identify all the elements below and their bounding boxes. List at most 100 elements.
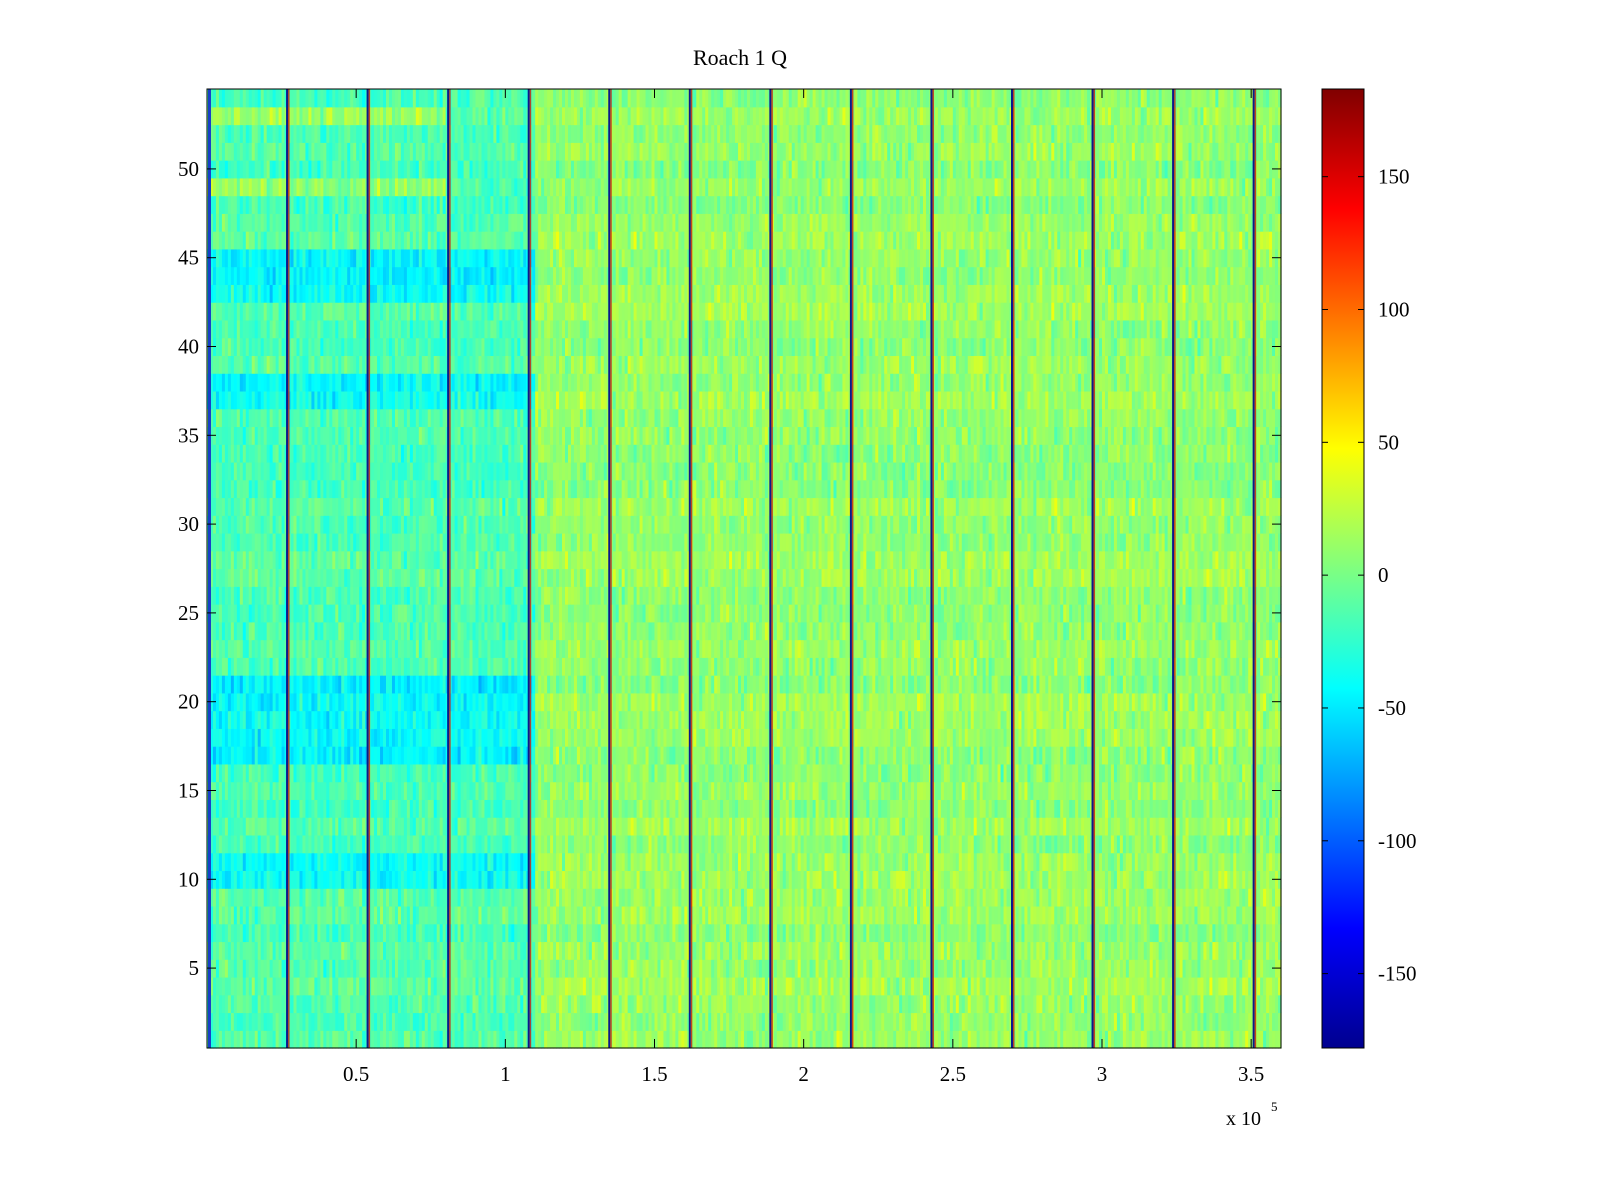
heatmap-cell (842, 905, 847, 925)
heatmap-cell (660, 941, 665, 960)
heatmap-cell (714, 923, 718, 943)
heatmap-cell (257, 959, 262, 978)
heatmap-cell (729, 888, 733, 907)
heatmap-cell (451, 959, 456, 978)
heatmap-cell (1200, 1030, 1205, 1049)
heatmap-cell (732, 923, 736, 943)
heatmap-cell (371, 994, 375, 1014)
heatmap-cell (761, 1030, 766, 1049)
heatmap-cell (779, 959, 784, 978)
heatmap-cell (1182, 1012, 1187, 1031)
heatmap-cell (469, 941, 474, 960)
heatmap-cell (466, 905, 471, 925)
heatmap-cell (729, 941, 733, 960)
heatmap-cell (776, 888, 781, 907)
heatmap-cell (418, 941, 423, 960)
heatmap-cell (952, 994, 957, 1014)
heatmap-cell (1221, 976, 1225, 996)
heatmap-cell (415, 923, 420, 943)
heatmap-cell (353, 941, 357, 960)
heatmap-cell (899, 923, 903, 943)
heatmap-cell (1036, 976, 1040, 996)
heatmap-cell (693, 888, 697, 907)
heatmap-cell (776, 976, 781, 996)
heatmap-cell (478, 905, 483, 925)
heatmap-cell (618, 994, 623, 1014)
heatmap-cell (490, 941, 494, 960)
heatmap-cell (869, 923, 873, 943)
heatmap-cell (842, 923, 847, 943)
heatmap-cell (585, 941, 590, 960)
heatmap-cell (621, 994, 626, 1014)
heatmap-cell (1212, 905, 1216, 925)
heatmap-cell (236, 976, 241, 996)
heatmap-cell (559, 905, 563, 925)
heatmap-cell (374, 923, 378, 943)
heatmap-cell (1185, 1030, 1190, 1049)
heatmap-cell (964, 959, 969, 978)
heatmap-cell (317, 976, 321, 996)
heatmap-cell (615, 905, 620, 925)
heatmap-cell (905, 888, 909, 907)
heatmap-cell (1269, 1012, 1273, 1031)
heatmap-cell (242, 905, 247, 925)
heatmap-cell (335, 905, 339, 925)
heatmap-cell (576, 923, 581, 943)
heatmap-cell (711, 1012, 715, 1031)
heatmap-cell (1033, 976, 1037, 996)
heatmap-cell (248, 1030, 253, 1049)
heatmap-cell (505, 959, 509, 978)
heatmap-cell (418, 1030, 423, 1049)
heatmap-cell (675, 1012, 679, 1031)
heatmap-cell (266, 888, 271, 907)
heatmap-cell (383, 976, 387, 996)
heatmap-cell (1122, 994, 1127, 1014)
heatmap-cell (1230, 1030, 1234, 1049)
heatmap-cell (439, 994, 444, 1014)
heatmap-cell (293, 994, 298, 1014)
heatmap-cell (597, 1030, 602, 1049)
heatmap-cell (338, 923, 342, 943)
heatmap-cell (893, 941, 897, 960)
heatmap-cell (1054, 941, 1058, 960)
heatmap-cell (314, 959, 318, 978)
heatmap-cell (979, 923, 984, 943)
heatmap-cell (905, 941, 909, 960)
heatmap-cell (1060, 1012, 1064, 1031)
heatmap-cell (648, 923, 653, 943)
heatmap-cell (878, 905, 882, 925)
heatmap-cell (1057, 976, 1061, 996)
heatmap-cell (842, 941, 847, 960)
heatmap-cell (738, 905, 742, 925)
heatmap-cell (1116, 1012, 1121, 1031)
heatmap-cell (576, 888, 581, 907)
heatmap-cell (570, 888, 575, 907)
heatmap-cell (383, 941, 387, 960)
heatmap-cell (1045, 905, 1049, 925)
heatmap-cell (791, 941, 796, 960)
heatmap-cell (1179, 959, 1184, 978)
heatmap-cell (391, 923, 396, 943)
heatmap-cell (412, 905, 417, 925)
heatmap-cell (988, 994, 993, 1014)
heatmap-cell (878, 976, 882, 996)
heatmap-cell (1218, 959, 1222, 978)
heatmap-cell (1096, 1030, 1100, 1049)
heatmap-cell (1257, 976, 1261, 996)
heatmap-cell (430, 1030, 435, 1049)
heatmap-cell (520, 1030, 524, 1049)
heatmap-cell (812, 976, 817, 996)
heatmap-cell (320, 923, 324, 943)
heatmap-cell (1084, 923, 1088, 943)
heatmap-cell (469, 976, 474, 996)
heatmap-cell (266, 976, 271, 996)
heatmap-cell (290, 1012, 295, 1031)
heatmap-cell (896, 923, 900, 943)
heatmap-cell (615, 923, 620, 943)
heatmap-cell (764, 923, 769, 943)
heatmap-cell (221, 1030, 226, 1049)
heatmap-cell (597, 905, 602, 925)
heatmap-cell (1006, 1030, 1011, 1049)
heatmap-cell (281, 888, 286, 907)
heatmap-cell (985, 1012, 990, 1031)
